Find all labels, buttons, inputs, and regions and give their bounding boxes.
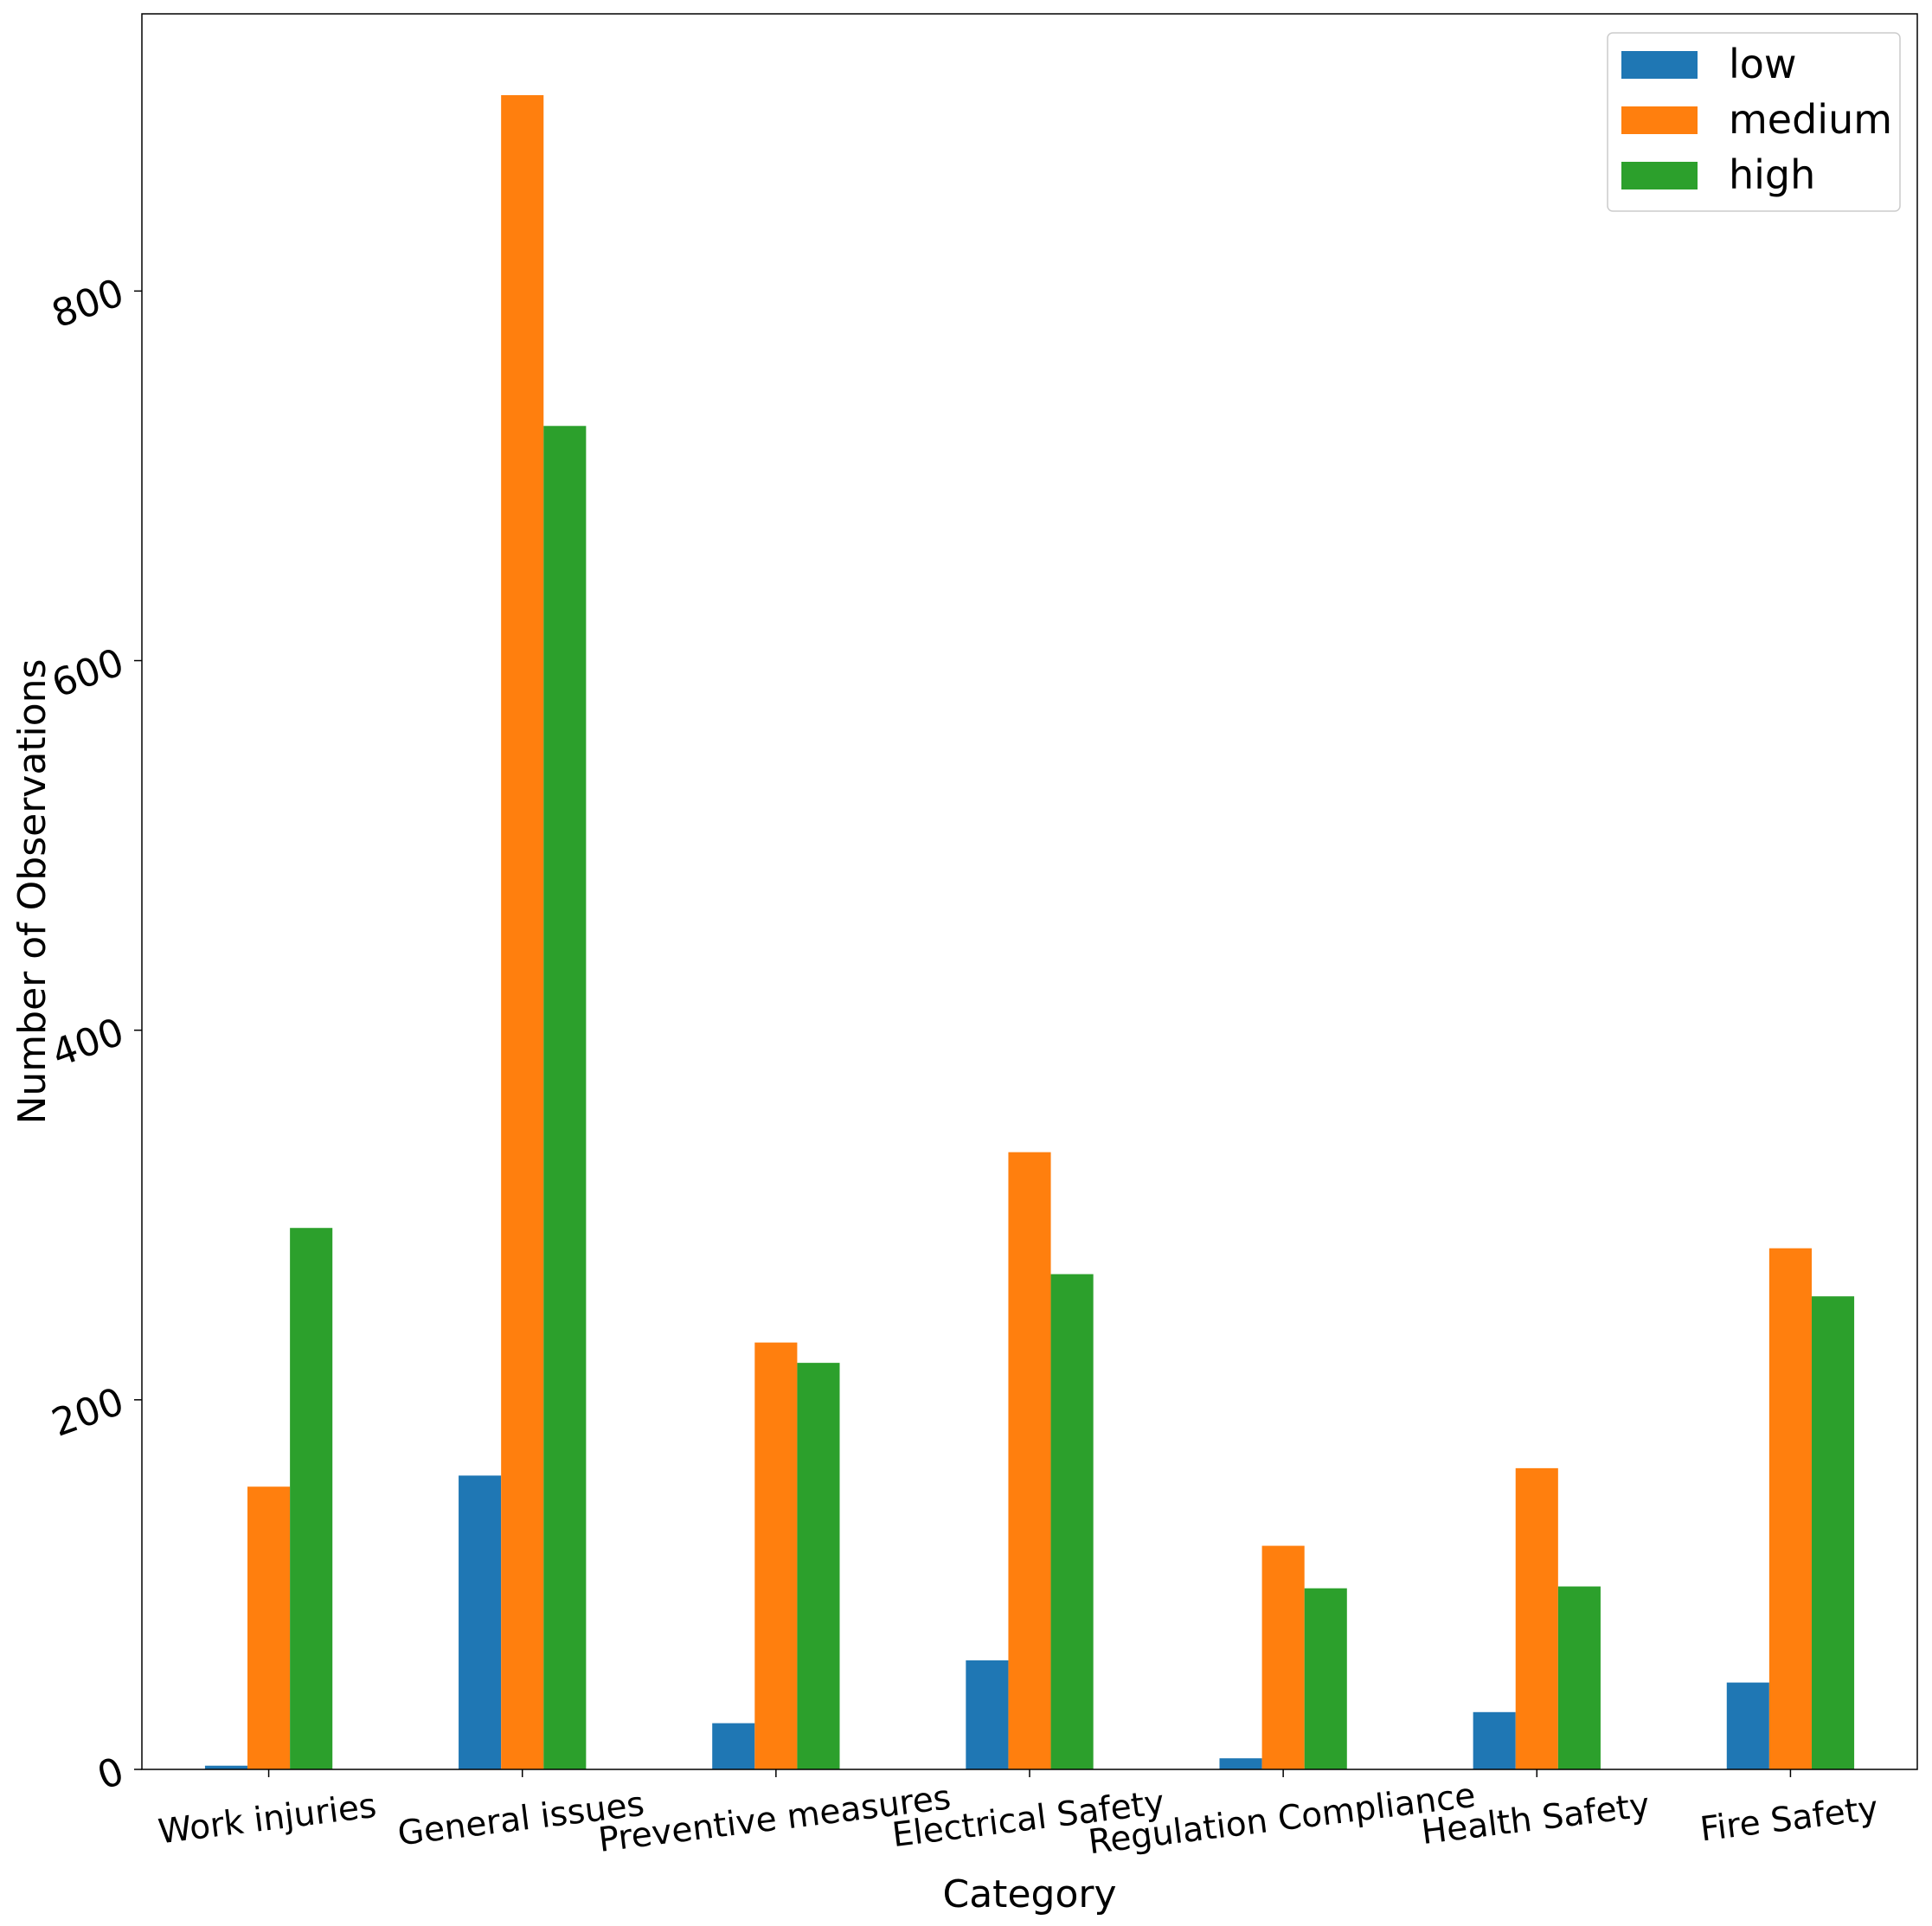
bar-medium-4 xyxy=(1261,1545,1305,1769)
bar-high-0 xyxy=(290,1228,333,1769)
y-tick-label: 800 xyxy=(46,271,129,337)
legend-swatch-medium xyxy=(1621,106,1698,134)
legend: low medium high xyxy=(1607,32,1901,212)
bar-high-1 xyxy=(543,426,587,1770)
bars-group xyxy=(204,94,1855,1770)
y-axis: 0 200 400 600 800 xyxy=(46,271,142,1799)
bar-high-2 xyxy=(797,1363,840,1769)
bar-high-3 xyxy=(1050,1274,1094,1769)
bar-medium-2 xyxy=(754,1342,798,1769)
bar-low-5 xyxy=(1473,1711,1516,1769)
bar-high-6 xyxy=(1811,1296,1855,1769)
legend-label-high: high xyxy=(1729,151,1815,198)
legend-swatch-low xyxy=(1621,51,1698,79)
y-tick-label: 400 xyxy=(46,1010,129,1076)
bar-medium-0 xyxy=(247,1486,291,1769)
legend-swatch-high xyxy=(1621,162,1698,189)
y-axis-title: Number of Observations xyxy=(10,659,55,1125)
bar-low-1 xyxy=(459,1475,502,1769)
legend-label-medium: medium xyxy=(1729,96,1892,143)
bar-low-6 xyxy=(1726,1682,1769,1769)
y-tick-label: 600 xyxy=(46,640,129,707)
y-tick-label: 200 xyxy=(46,1379,129,1446)
bar-low-0 xyxy=(204,1765,248,1769)
x-axis-title: Category xyxy=(943,1872,1117,1916)
bar-medium-5 xyxy=(1515,1467,1558,1769)
x-tick-label: Work injuries xyxy=(157,1787,379,1852)
x-tick-label: Fire Safety xyxy=(1698,1789,1881,1850)
bar-low-2 xyxy=(712,1723,755,1769)
bar-high-5 xyxy=(1557,1586,1601,1769)
y-tick-label: 0 xyxy=(92,1749,130,1799)
bar-medium-1 xyxy=(501,94,544,1770)
legend-label-low: low xyxy=(1729,41,1797,87)
bar-medium-3 xyxy=(1008,1152,1051,1769)
bar-low-4 xyxy=(1219,1758,1262,1769)
bar-medium-6 xyxy=(1768,1248,1812,1769)
bar-high-4 xyxy=(1304,1588,1347,1769)
bar-low-3 xyxy=(966,1660,1009,1769)
